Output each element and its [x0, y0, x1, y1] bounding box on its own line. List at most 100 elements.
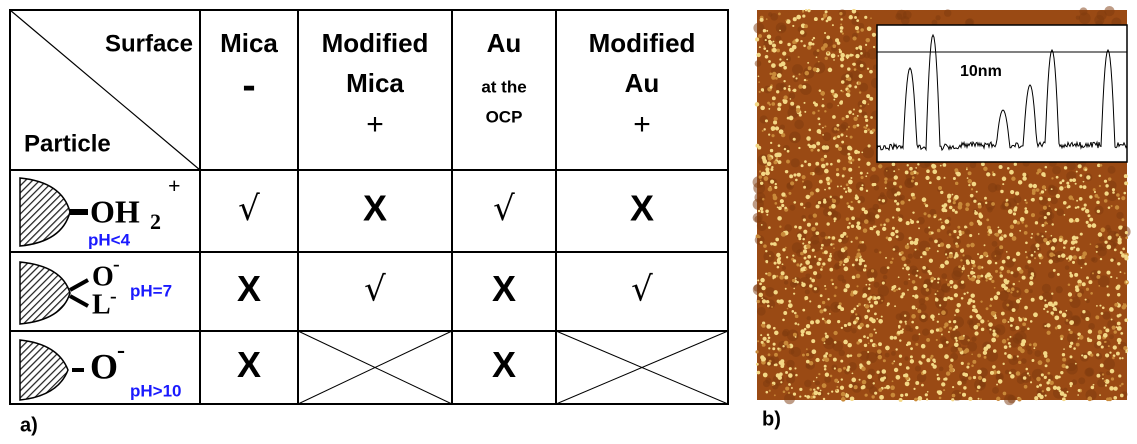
texture: [1096, 246, 1107, 257]
particle-dot: [799, 30, 805, 35]
particle-dot: [836, 123, 840, 127]
texture: [1025, 344, 1032, 351]
texture: [824, 336, 834, 345]
particle-dot: [1061, 179, 1065, 183]
particle-dot: [876, 296, 881, 300]
particle-dot: [762, 372, 768, 378]
particle-dot: [1124, 303, 1127, 306]
particle-dot: [758, 46, 761, 49]
particle-dot: [1046, 323, 1051, 328]
particle-dot: [775, 237, 780, 242]
particle-dot: [905, 323, 907, 325]
particle-dot: [763, 45, 766, 48]
particle-dot: [856, 123, 860, 127]
particle-dot: [1068, 344, 1072, 348]
particle-dot: [768, 347, 771, 350]
particle-dot: [761, 129, 764, 132]
particle-dot: [800, 263, 803, 266]
particle-dot: [859, 240, 863, 244]
particle-dot: [824, 56, 828, 60]
particle-dot: [788, 299, 792, 303]
particle-dot: [850, 240, 853, 243]
particle-dot: [937, 186, 943, 191]
particle-dot: [1045, 358, 1051, 363]
particle-dot: [867, 287, 871, 290]
particle-dot: [845, 393, 850, 398]
texture: [753, 182, 766, 194]
texture: [854, 11, 860, 18]
particle-dot: [921, 354, 926, 359]
particle-dot: [854, 26, 860, 31]
particle-dot: [770, 167, 774, 171]
particle-dot: [855, 194, 858, 197]
particle-dot: [974, 211, 978, 216]
particle-dot: [1011, 236, 1017, 241]
texture: [783, 280, 789, 285]
particle-dot: [992, 365, 996, 369]
particle-dot: [1100, 227, 1106, 233]
particle-dot: [1116, 193, 1120, 197]
particle-dot: [811, 248, 815, 252]
texture: [1075, 15, 1080, 20]
cross-line: [297, 330, 453, 405]
particle-dot: [830, 243, 833, 246]
particle-dot: [1054, 315, 1060, 321]
particle-dot: [1077, 337, 1080, 340]
particle-dot: [893, 360, 896, 363]
texture: [1004, 394, 1015, 406]
particle-dot: [829, 195, 832, 199]
texture: [1031, 368, 1044, 381]
texture: [822, 132, 832, 141]
particle-dot: [1027, 259, 1032, 264]
particle-dot: [763, 47, 767, 50]
particle-dot: [1084, 298, 1087, 301]
particle-dot: [899, 185, 903, 189]
particle-dot: [1085, 220, 1089, 224]
particle-dot: [1054, 375, 1059, 380]
particle-dot: [916, 220, 920, 224]
particle-dot: [952, 201, 956, 205]
particle-dot: [1019, 297, 1022, 300]
particle-dot: [821, 104, 825, 108]
particle-dot: [1047, 371, 1051, 375]
particle-dot: [772, 342, 776, 346]
particle-dot: [947, 199, 952, 203]
particle-dot: [763, 244, 767, 248]
particle-dot: [870, 17, 872, 20]
particle-dot: [783, 311, 788, 315]
particle-dot: [1092, 383, 1095, 386]
particle-dot: [843, 259, 848, 264]
particle-dot: [950, 358, 954, 362]
particle-dot: [1103, 326, 1106, 329]
texture: [814, 380, 821, 386]
particle-dot: [760, 224, 763, 226]
panel-label: a): [20, 414, 38, 436]
particle-dot: [863, 126, 866, 129]
particle-dot: [1007, 280, 1010, 283]
particle-dot: [802, 249, 808, 254]
particle-dot: [901, 256, 906, 261]
particle-dot: [1050, 311, 1054, 315]
particle-dot: [983, 244, 986, 247]
particle-dot: [1073, 347, 1076, 350]
particle-dot: [856, 114, 859, 117]
particle-dot: [1007, 320, 1010, 323]
particle-dot: [843, 323, 848, 328]
texture: [866, 268, 878, 280]
particle-dot: [945, 371, 951, 376]
particle-dot: [1033, 312, 1038, 318]
particle-dot: [805, 268, 808, 271]
particle-dot: [1000, 189, 1004, 194]
texture: [838, 349, 845, 357]
particle-dot: [898, 168, 900, 171]
particle-dot: [1039, 192, 1042, 195]
particle-dot: [840, 234, 845, 238]
particle-dot: [825, 334, 829, 339]
particle-dot: [1116, 284, 1121, 289]
particle-dot: [1099, 163, 1103, 167]
particle-dot: [802, 308, 806, 312]
particle-dot: [1038, 383, 1042, 387]
particle-dot: [1110, 275, 1113, 279]
particle-dot: [1043, 224, 1046, 227]
particle-dot: [895, 235, 899, 239]
